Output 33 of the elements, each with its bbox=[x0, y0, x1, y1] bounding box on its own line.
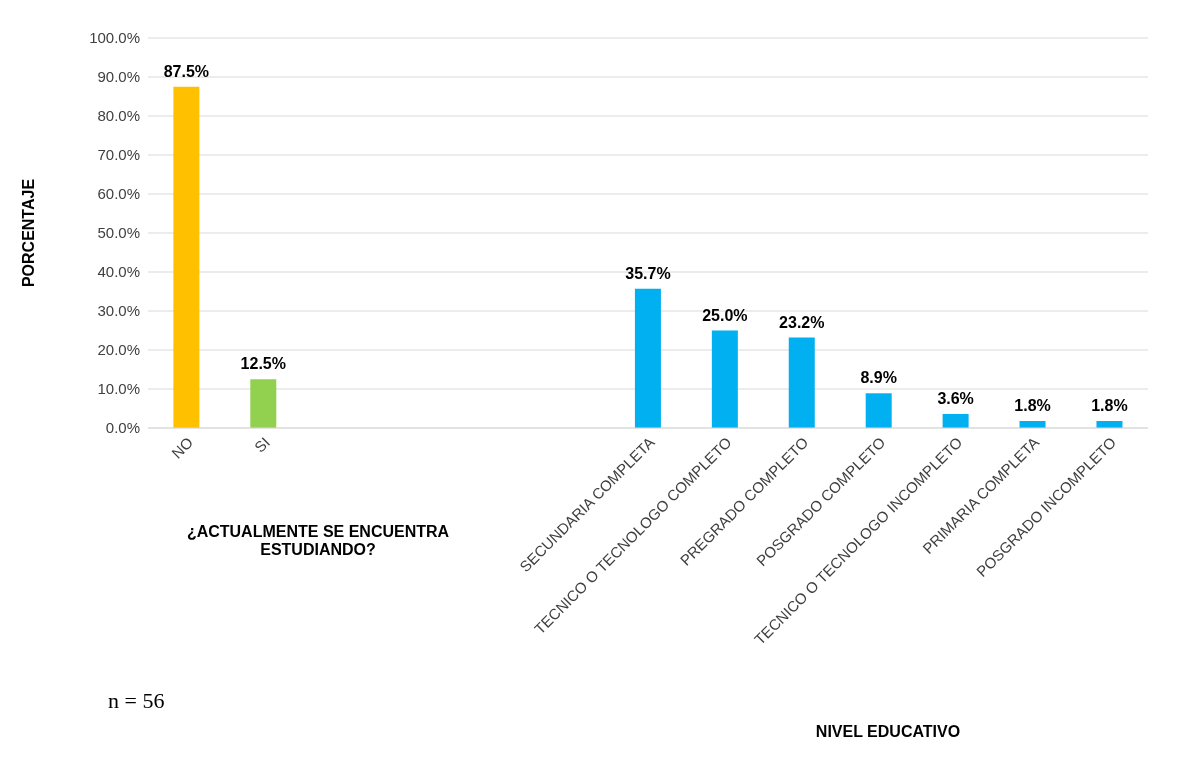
text: ¿ACTUALMENTE SE ENCUENTRA ESTUDIANDO? bbox=[185, 523, 451, 559]
bar bbox=[634, 288, 661, 428]
data-label: 3.6% bbox=[937, 389, 974, 407]
x-tick-label: NO bbox=[168, 433, 197, 462]
y-tick-label: 80.0% bbox=[97, 107, 140, 125]
y-tick-label: 20.0% bbox=[97, 341, 140, 359]
y-axis-title: PORCENTAJE bbox=[19, 178, 37, 288]
y-tick-label: 30.0% bbox=[97, 302, 140, 320]
data-label: 12.5% bbox=[240, 355, 286, 373]
data-label: 1.8% bbox=[1091, 396, 1128, 414]
bar bbox=[173, 86, 200, 428]
data-label: 25.0% bbox=[702, 306, 748, 324]
x-tick-label: SI bbox=[250, 433, 274, 456]
y-tick-label: 100.0% bbox=[89, 29, 140, 47]
y-tick-label: 10.0% bbox=[97, 380, 140, 398]
bar bbox=[711, 330, 738, 428]
bar bbox=[865, 393, 892, 428]
bar bbox=[942, 413, 969, 428]
y-tick-label: 0.0% bbox=[105, 419, 140, 437]
data-label: 87.5% bbox=[163, 62, 210, 80]
x-axis-title: NIVEL EDUCATIVO bbox=[814, 723, 962, 741]
y-tick-label: 90.0% bbox=[97, 68, 140, 86]
data-label: 35.7% bbox=[625, 264, 671, 282]
data-label: 23.2% bbox=[779, 313, 825, 331]
bar bbox=[250, 379, 277, 428]
data-label: 8.9% bbox=[860, 369, 897, 387]
y-tick-label: 50.0% bbox=[97, 224, 140, 242]
bar bbox=[788, 337, 815, 428]
y-tick-label: 60.0% bbox=[97, 185, 140, 203]
y-tick-label: 40.0% bbox=[97, 263, 140, 281]
y-tick-label: 70.0% bbox=[97, 146, 140, 164]
data-label: 1.8% bbox=[1014, 396, 1051, 414]
text: n = 56 bbox=[108, 688, 165, 714]
